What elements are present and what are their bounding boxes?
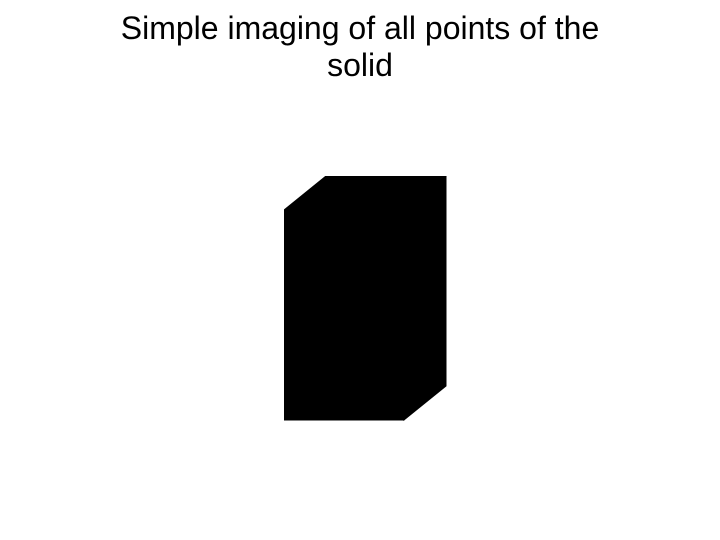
solid-cuboid-svg bbox=[284, 176, 454, 426]
solid-cuboid bbox=[284, 176, 454, 426]
cuboid-side-face bbox=[404, 176, 446, 420]
slide: Simple imaging of all points of the soli… bbox=[0, 0, 720, 540]
slide-title: Simple imaging of all points of the soli… bbox=[0, 10, 720, 84]
title-line-2: solid bbox=[327, 47, 393, 83]
title-line-1: Simple imaging of all points of the bbox=[121, 10, 599, 46]
cuboid-front-face bbox=[284, 210, 404, 420]
